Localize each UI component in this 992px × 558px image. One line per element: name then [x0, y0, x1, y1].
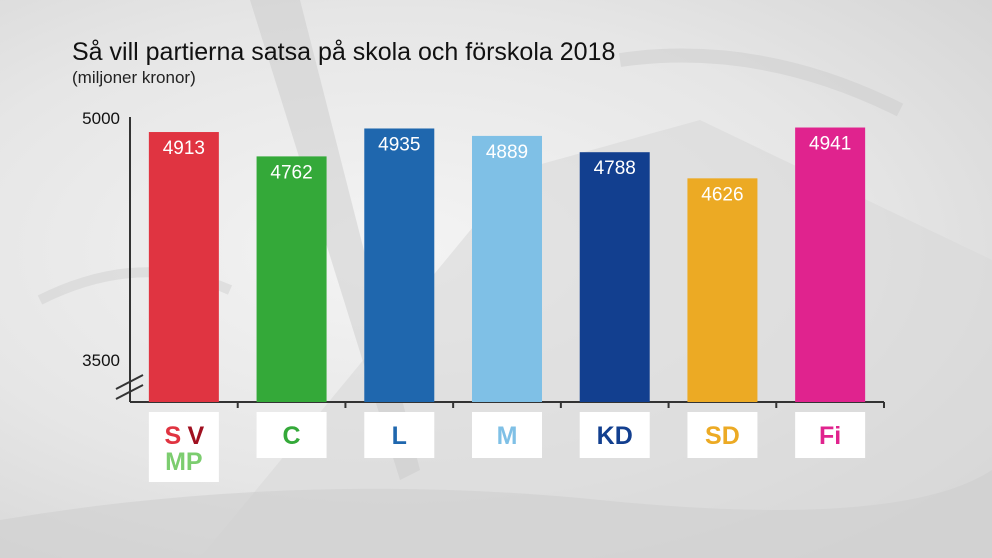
party-label: SD	[705, 422, 740, 450]
y-tick-label: 3500	[82, 351, 120, 370]
bar-value-label: 4935	[378, 134, 420, 155]
party-label: C	[283, 422, 301, 450]
party-label-box	[256, 412, 327, 458]
party-label: M	[497, 422, 518, 450]
party-label-box	[472, 412, 542, 458]
bar-value-label: 4889	[486, 142, 528, 163]
party-label-box	[148, 412, 219, 482]
bar	[579, 152, 650, 402]
party-label-box	[687, 412, 758, 458]
bar-value-label: 4913	[163, 138, 205, 159]
party-label-box	[579, 412, 650, 458]
party-label: Fi	[819, 422, 841, 450]
chart-subtitle: (miljoner kronor)	[72, 68, 196, 87]
party-label: L	[392, 422, 407, 450]
party-label: KD	[597, 422, 633, 450]
party-label-box	[795, 412, 866, 458]
party-label: S	[165, 422, 182, 450]
y-tick-label: 5000	[82, 109, 120, 128]
bar	[795, 127, 866, 402]
axis-break-mark	[115, 384, 144, 400]
bar	[256, 156, 327, 402]
party-label-box	[364, 412, 435, 458]
bar	[148, 132, 219, 402]
axis-break-mark	[115, 374, 144, 390]
party-label: MP	[165, 448, 203, 476]
bar	[687, 178, 758, 402]
party-label: V	[188, 422, 205, 450]
bar	[472, 135, 542, 402]
bar-value-label: 4941	[809, 134, 851, 155]
bar	[364, 128, 435, 402]
chart-title: Så vill partierna satsa på skola och för…	[72, 38, 616, 66]
bar-value-label: 4788	[594, 158, 636, 179]
bar-value-label: 4626	[701, 184, 743, 205]
bar-value-label: 4762	[270, 162, 312, 183]
